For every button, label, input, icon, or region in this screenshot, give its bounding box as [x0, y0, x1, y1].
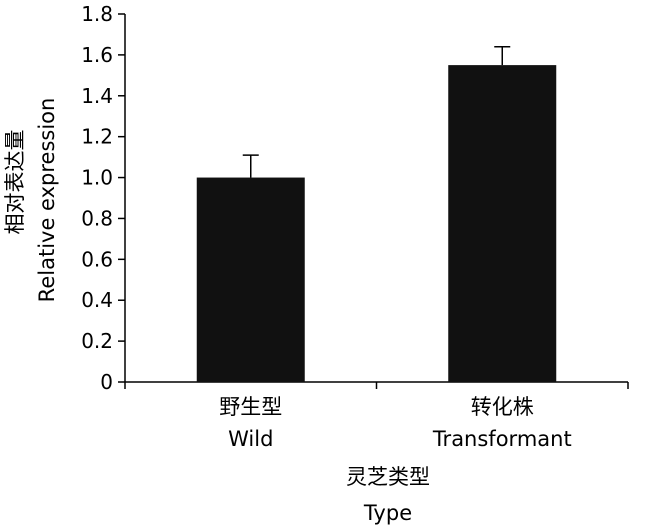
category-label-english: Transformant — [432, 427, 572, 451]
y-tick-label: 0 — [100, 370, 113, 394]
y-tick-label: 1.0 — [81, 166, 113, 190]
x-axis-title-english: Type — [363, 501, 412, 525]
bar — [448, 65, 557, 382]
y-tick-label: 1.6 — [81, 43, 113, 67]
y-axis-title-chinese: 相对表达量 — [3, 130, 27, 235]
category-label-chinese: 野生型 — [219, 395, 282, 419]
y-tick-label: 0.8 — [81, 206, 113, 230]
y-tick-label: 0.6 — [81, 247, 113, 271]
x-axis-title-chinese: 灵芝类型 — [346, 465, 430, 489]
y-axis: 0 0.2 0.4 0.6 0.8 1.0 1.2 1.4 1.6 1.8 — [81, 2, 126, 394]
y-axis-title-english: Relative expression — [35, 98, 59, 303]
x-axis — [124, 381, 629, 389]
bars — [196, 65, 557, 382]
y-tick-label: 1.4 — [81, 84, 113, 108]
bar — [196, 177, 305, 382]
error-bars — [242, 45, 511, 178]
y-tick-label: 0.4 — [81, 288, 113, 312]
y-tick-label: 1.8 — [81, 2, 113, 26]
category-label-english: Wild — [228, 427, 273, 451]
y-tick-label: 1.2 — [81, 125, 113, 149]
y-tick-label: 0.2 — [81, 329, 113, 353]
category-label-chinese: 转化株 — [471, 395, 534, 419]
category-labels: 野生型 Wild 转化株 Transformant — [219, 395, 571, 451]
